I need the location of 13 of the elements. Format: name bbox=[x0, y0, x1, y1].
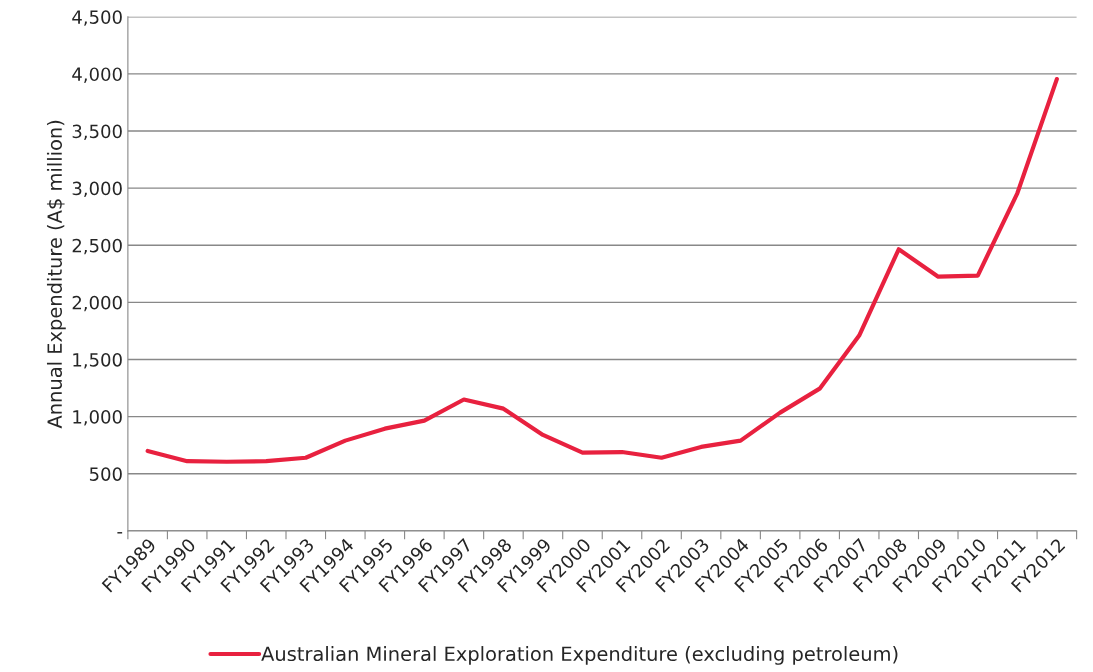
line-series bbox=[145, 76, 1059, 464]
y-tick-label: 1,500 bbox=[73, 352, 122, 369]
y-tick-label: 3,500 bbox=[72, 124, 122, 140]
y-tick-label: 2,000 bbox=[72, 295, 122, 312]
legend-label: Australian Mineral Exploration Expenditure (excluding petroleum) bbox=[261, 646, 898, 665]
y-tick-label: - bbox=[117, 532, 123, 534]
y-axis-title: Annual Expenditure (A$ million) bbox=[46, 120, 66, 429]
y-tick-label: 500 bbox=[89, 467, 122, 481]
y-tick-label: 3,000 bbox=[72, 181, 122, 198]
y-tick-label: 4,000 bbox=[72, 67, 122, 83]
y-tick-label: 2,500 bbox=[72, 238, 122, 255]
y-tick-label: 4,500 bbox=[72, 10, 122, 26]
y-tick-label: 1,000 bbox=[73, 410, 122, 426]
